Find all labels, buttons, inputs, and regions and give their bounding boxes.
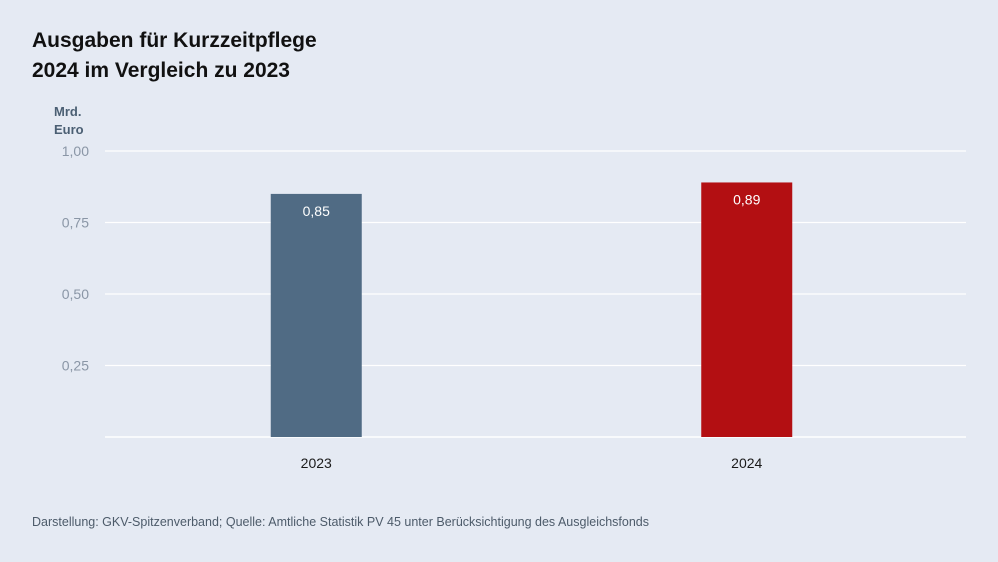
y-axis-unit-line-2: Euro (54, 122, 84, 137)
y-tick-label: 0,25 (62, 358, 89, 374)
y-axis-unit-label: Mrd. Euro (54, 103, 114, 139)
chart-title-line-2: 2024 im Vergleich zu 2023 (32, 59, 290, 82)
y-tick-label: 1,00 (62, 143, 89, 159)
x-tick-label-2023: 2023 (301, 455, 332, 471)
bar-2023 (270, 193, 362, 437)
source-note: Darstellung: GKV-Spitzenverband; Quelle:… (32, 515, 649, 529)
y-tick-label: 0,50 (62, 286, 89, 302)
y-axis-unit-line-1: Mrd. (54, 104, 82, 119)
bar-2024 (701, 182, 793, 437)
chart-title-line-1: Ausgaben für Kurzzeitpflege (32, 29, 317, 52)
data-label-2023: 0,85 (303, 203, 330, 219)
x-tick-label-2024: 2024 (731, 455, 762, 471)
y-tick-label: 0,75 (62, 215, 89, 231)
data-label-2024: 0,89 (733, 191, 760, 207)
chart-title: Ausgaben für Kurzzeitpflege 2024 im Verg… (32, 26, 632, 86)
